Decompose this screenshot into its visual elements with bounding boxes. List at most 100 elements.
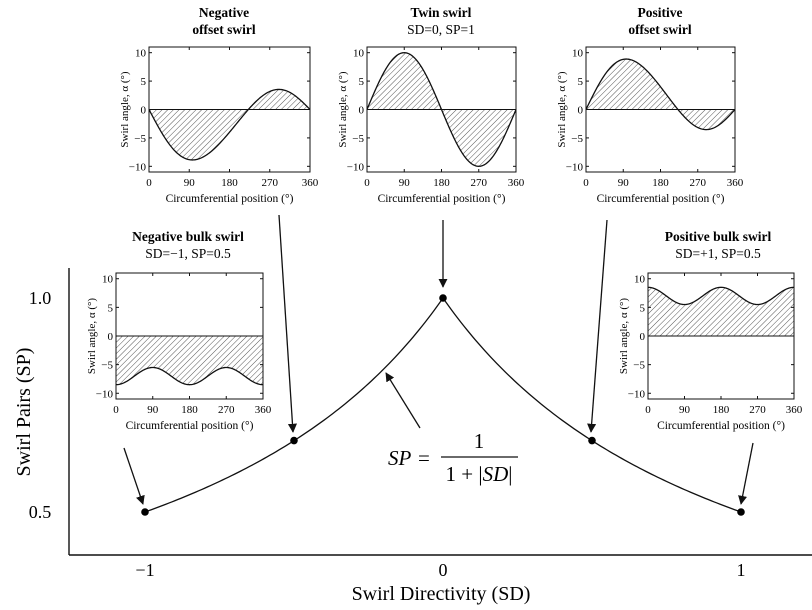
- inset-x-tick-label: 270: [471, 177, 488, 189]
- inset-x-tick-label: 360: [255, 404, 272, 416]
- inset-y-tick-label: 0: [359, 105, 365, 117]
- inset-y-tick-label: 0: [141, 105, 147, 117]
- formula-lhs: SP: [388, 446, 412, 470]
- arrows-group: [123, 214, 754, 505]
- inset-y-tick-label: −5: [134, 133, 146, 145]
- inset-y-axis-label: Swirl angle, α (°): [556, 71, 568, 147]
- data-point: [141, 508, 149, 516]
- inset-x-tick-label: 90: [147, 404, 159, 416]
- inset-y-tick-label: −5: [352, 133, 364, 145]
- inset-x-tick-label: 360: [508, 177, 525, 189]
- inset-shaded-area: [149, 89, 310, 160]
- arrow-to-neg-offset: [278, 214, 298, 433]
- inset-y-tick-label: −10: [628, 388, 646, 400]
- data-point: [737, 508, 745, 516]
- inset-x-tick-label: 90: [184, 177, 196, 189]
- inset-x-tick-label: 0: [364, 177, 370, 189]
- inset-title: Twin swirl: [411, 5, 472, 20]
- inset-x-tick-label: 270: [749, 404, 766, 416]
- inset-x-tick-label: 360: [786, 404, 803, 416]
- x-axis-label: Swirl Directivity (SD): [352, 583, 531, 605]
- inset-x-tick-label: 0: [113, 404, 119, 416]
- inset-shaded-area: [586, 59, 735, 130]
- inset-x-tick-label: 0: [146, 177, 152, 189]
- inset-curve: [115, 366, 264, 386]
- inset-y-tick-label: −5: [571, 133, 583, 145]
- inset-y-axis-label: Swirl angle, α (°): [337, 71, 349, 147]
- inset-x-tick-label: 360: [727, 177, 744, 189]
- inset-curve: [148, 88, 311, 161]
- inset-y-tick-label: 5: [108, 302, 114, 314]
- inset-y-axis-label: Swirl angle, α (°): [119, 71, 131, 147]
- inset-y-tick-label: 5: [640, 302, 646, 314]
- inset-curve: [585, 58, 736, 131]
- inset-x-axis-label: Circumferential position (°): [657, 420, 785, 432]
- inset-y-tick-label: 0: [640, 331, 646, 343]
- inset-y-tick-label: 5: [578, 76, 584, 88]
- inset-title: Negative: [199, 5, 249, 20]
- inset-curve: [647, 286, 795, 306]
- inset-y-tick-label: 0: [108, 331, 114, 343]
- x-tick-label-neg1: −1: [135, 560, 154, 580]
- arrow-to-pos-offset: [587, 219, 608, 433]
- formula-denominator: 1 + |SD|: [446, 462, 513, 486]
- y-tick-label-1: 1.0: [29, 288, 52, 308]
- inset-y-tick-label: −5: [101, 360, 113, 372]
- inset-y-tick-label: −10: [347, 161, 365, 173]
- formula-numerator: 1: [474, 429, 485, 453]
- inset-y-tick-label: −10: [129, 161, 147, 173]
- inset-title-line2: offset swirl: [628, 22, 692, 37]
- data-point: [290, 436, 298, 445]
- inset-y-axis-label: Swirl angle, α (°): [618, 298, 630, 374]
- inset-x-tick-label: 180: [181, 404, 198, 416]
- inset-y-tick-label: −5: [633, 360, 645, 372]
- inset-x-tick-label: 90: [399, 177, 411, 189]
- inset-y-tick-label: 10: [634, 274, 646, 286]
- inset-shaded-area: [116, 336, 263, 385]
- inset-title-line2: offset swirl: [192, 22, 256, 37]
- inset-neg-offset: 10 5 0 −5 −10 0 90 180 270 360 Circumferential pos…: [119, 5, 319, 205]
- inset-x-tick-label: 90: [618, 177, 630, 189]
- data-point: [439, 294, 447, 302]
- inset-y-axis-label: Swirl angle, α (°): [86, 298, 98, 374]
- inset-title: Negative bulk swirl: [132, 229, 244, 244]
- inset-y-tick-label: 10: [353, 48, 365, 60]
- data-points-group: [141, 294, 745, 516]
- inset-title: Positive: [638, 5, 683, 20]
- main-axes: 1.0 0.5 −1 0 1 Swirl Directivity (SD) Sw…: [13, 268, 812, 605]
- inset-x-axis-label: Circumferential position (°): [166, 193, 294, 205]
- inset-x-tick-label: 270: [690, 177, 707, 189]
- formula-eq: =: [418, 446, 430, 470]
- inset-x-tick-label: 360: [302, 177, 319, 189]
- inset-x-tick-label: 180: [433, 177, 450, 189]
- inset-x-tick-label: 180: [652, 177, 669, 189]
- inset-subtitle: SD=0, SP=1: [407, 22, 475, 37]
- formula: SP = 1 1 + |SD|: [388, 429, 518, 486]
- inset-x-tick-label: 0: [583, 177, 589, 189]
- inset-x-tick-label: 0: [645, 404, 651, 416]
- inset-x-axis-label: Circumferential position (°): [126, 420, 254, 432]
- inset-shaded-area: [648, 287, 794, 336]
- inset-y-tick-label: −10: [566, 161, 584, 173]
- x-tick-label-0: 0: [439, 560, 448, 580]
- x-tick-label-1: 1: [737, 560, 746, 580]
- arrow-to-pos-bulk: [738, 442, 754, 505]
- inset-y-tick-label: 10: [135, 48, 147, 60]
- inset-x-axis-label: Circumferential position (°): [378, 193, 506, 205]
- y-axis-label: Swirl Pairs (SP): [13, 348, 35, 477]
- inset-title: Positive bulk swirl: [665, 229, 772, 244]
- arrow-to-neg-bulk: [123, 447, 145, 505]
- inset-y-tick-label: −10: [96, 388, 114, 400]
- inset-y-tick-label: 5: [141, 76, 147, 88]
- inset-subtitle: SD=−1, SP=0.5: [145, 246, 231, 261]
- inset-x-tick-label: 270: [218, 404, 235, 416]
- inset-y-tick-label: 0: [578, 105, 584, 117]
- inset-x-tick-label: 270: [262, 177, 279, 189]
- inset-y-tick-label: 10: [572, 48, 584, 60]
- inset-x-tick-label: 180: [221, 177, 238, 189]
- inset-y-tick-label: 5: [359, 76, 365, 88]
- inset-x-axis-label: Circumferential position (°): [597, 193, 725, 205]
